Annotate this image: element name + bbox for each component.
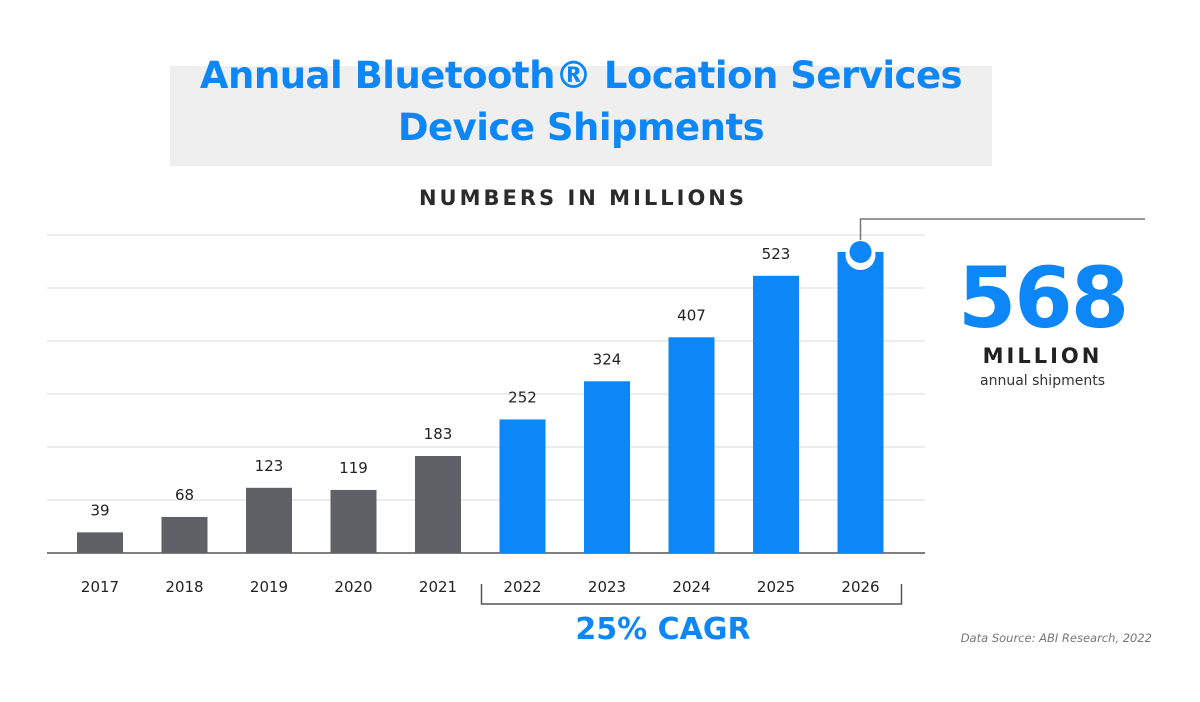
value-label-2021: 183 [424, 425, 453, 443]
title-background [170, 66, 992, 166]
value-label-2018: 68 [175, 486, 194, 504]
value-label-2019: 123 [255, 457, 284, 475]
x-tick-label-2024: 2024 [672, 578, 710, 596]
callout-value: 568 [957, 249, 1129, 347]
bar-2022 [499, 419, 546, 553]
x-tick-label-2018: 2018 [165, 578, 203, 596]
bar-2026 [837, 251, 884, 553]
x-tick-label-2022: 2022 [503, 578, 541, 596]
x-tick-label-2025: 2025 [757, 578, 795, 596]
cagr-label: 25% CAGR [575, 612, 751, 647]
x-tick-label-2017: 2017 [81, 578, 119, 596]
chart-title: Annual Bluetooth® Location Services Devi… [170, 50, 992, 154]
bar-2019 [246, 487, 292, 553]
value-label-2023: 324 [593, 350, 622, 368]
bar-2020 [330, 489, 377, 553]
title-line-2: Device Shipments [397, 106, 765, 149]
bar-2023 [584, 381, 630, 553]
x-tick-label-2026: 2026 [841, 578, 879, 596]
callout-caption: annual shipments [980, 373, 1105, 389]
x-tick-label-2023: 2023 [588, 578, 626, 596]
bar-2024 [668, 337, 715, 553]
value-label-2024: 407 [677, 306, 706, 324]
callout-unit: MILLION [982, 344, 1103, 368]
x-tick-label-2020: 2020 [334, 578, 372, 596]
bar-2017 [77, 532, 123, 553]
value-label-2022: 252 [508, 388, 537, 406]
callout-marker-dot [849, 240, 872, 263]
value-label-2025: 523 [762, 245, 791, 263]
chart-subtitle: NUMBERS IN MILLIONS [418, 186, 748, 210]
x-tick-label-2019: 2019 [250, 578, 288, 596]
bar-2021 [415, 456, 461, 553]
data-source: Data Source: ABI Research, 2022 [960, 631, 1152, 645]
bar-2025 [753, 275, 799, 553]
value-label-2017: 39 [90, 501, 109, 519]
cagr-bracket [480, 584, 903, 605]
bar-2018 [161, 516, 208, 553]
x-tick-label-2021: 2021 [419, 578, 457, 596]
value-label-2020: 119 [339, 459, 368, 477]
title-line-1: Annual Bluetooth® Location Services [199, 54, 963, 97]
